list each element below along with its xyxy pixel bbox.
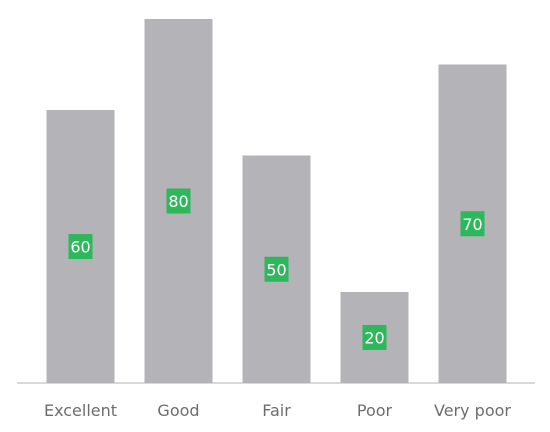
- category-label: Poor: [357, 401, 393, 420]
- value-label-box: [362, 325, 387, 350]
- value-label-box: [68, 234, 93, 259]
- value-label-box: [166, 188, 191, 214]
- category-label: Very poor: [434, 401, 511, 420]
- value-label-box: [460, 211, 485, 237]
- category-label: Good: [157, 401, 199, 420]
- bars-layer: [46, 19, 507, 383]
- value-label: 60: [70, 238, 90, 257]
- category-label: Fair: [262, 401, 291, 420]
- category-label: Excellent: [44, 401, 117, 420]
- value-label: 20: [364, 329, 384, 348]
- value-label: 50: [266, 260, 286, 279]
- value-label: 80: [168, 192, 188, 211]
- value-labels-layer: 60 80 50 20 70: [68, 188, 485, 350]
- category-labels-layer: Excellent Good Fair Poor Very poor: [44, 401, 511, 420]
- value-label: 70: [462, 215, 482, 234]
- value-label-box: [264, 256, 289, 282]
